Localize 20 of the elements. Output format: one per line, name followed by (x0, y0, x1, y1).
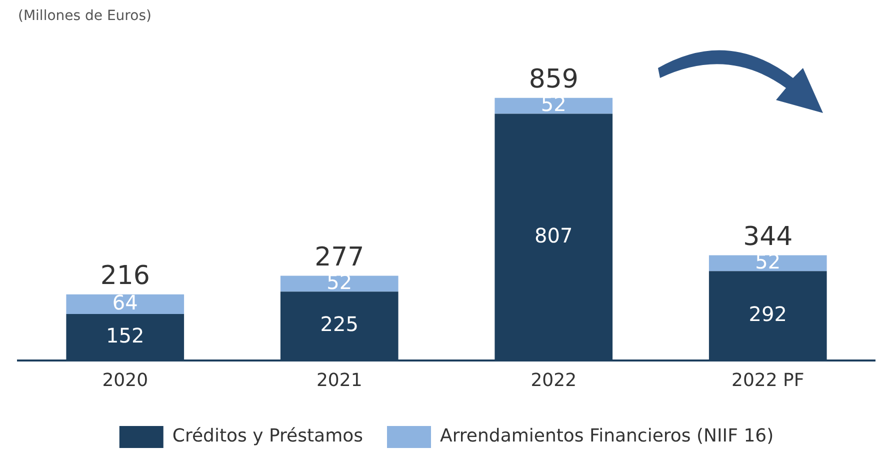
total-label: 216 (100, 261, 150, 292)
x-tick-label: 2020 (102, 370, 148, 391)
bar (66, 294, 184, 314)
data-label: 807 (534, 223, 573, 248)
legend-label: Arrendamientos Financieros (NIIF 16) (440, 426, 774, 447)
bar (280, 276, 398, 292)
x-tick-label: 2021 (316, 370, 362, 391)
data-label: 225 (320, 312, 358, 336)
data-label: 292 (748, 302, 787, 326)
total-label: 277 (314, 242, 364, 272)
x-tick-label: 2022 (530, 370, 577, 391)
x-tick-label: 2022 PF (732, 370, 804, 391)
bar (494, 98, 613, 114)
data-label: 64 (112, 290, 138, 314)
data-label: 152 (106, 323, 144, 348)
legend-label: Créditos y Préstamos (172, 426, 364, 447)
total-label: 344 (743, 222, 793, 252)
bar (708, 255, 827, 272)
total-label: 859 (528, 64, 578, 95)
chart-title: (Millones de Euros) (18, 8, 152, 24)
